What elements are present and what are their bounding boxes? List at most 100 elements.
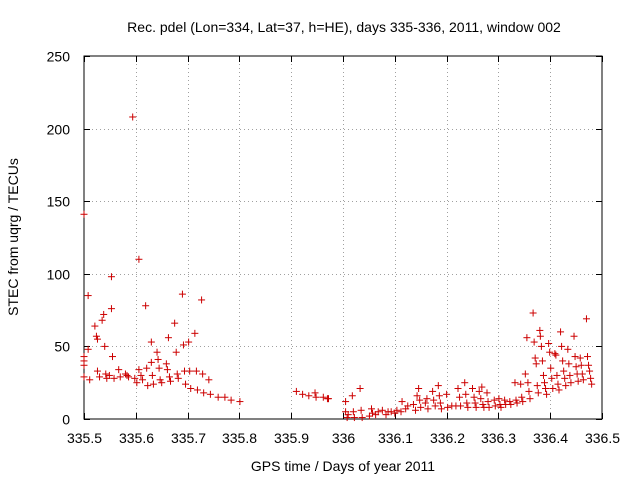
chart-title: Rec. pdel (Lon=334, Lat=37, h=HE), days … [127,19,561,35]
x-tick-label: 335.8 [222,430,257,446]
x-tick-label: 336.1 [378,430,413,446]
data-point [534,389,542,397]
data-point [102,370,110,378]
data-point [565,360,573,368]
data-point [172,348,180,356]
data-point [529,309,537,317]
data-point [519,398,527,406]
data-point [423,395,431,403]
data-point [107,273,115,281]
x-tick-label: 335.6 [119,430,154,446]
data-point [171,319,179,327]
data-point [429,387,437,395]
data-point [416,396,424,404]
data-point [444,403,452,411]
data-point [131,374,139,382]
x-tick-label: 336.4 [533,430,568,446]
data-point [182,380,190,388]
data-point [551,350,559,358]
data-point [415,385,423,393]
data-point [299,390,307,398]
data-point [470,393,478,401]
data-point [80,210,88,218]
data-point [512,396,520,404]
data-point [374,408,382,416]
data-point [511,379,519,387]
data-point [553,371,561,379]
data-point [135,255,143,263]
data-point [133,379,141,387]
data-point [484,398,492,406]
data-point [153,348,161,356]
data-point [178,290,186,298]
data-point [572,363,580,371]
data-point [552,351,560,359]
data-point [475,387,483,395]
data-point [397,408,405,416]
data-point [344,411,352,419]
data-point [546,348,554,356]
y-tick-label: 100 [47,267,71,283]
data-point [435,392,443,400]
data-point [292,387,300,395]
y-tick-label: 0 [62,412,70,428]
data-point [521,370,529,378]
x-tick-label: 336.3 [481,430,516,446]
data-point [148,371,156,379]
data-point [164,334,172,342]
data-point [497,403,505,411]
data-point [490,396,498,404]
data-point [542,385,550,393]
data-point [513,399,521,407]
data-point [93,367,101,375]
data-point [525,387,533,395]
data-point [398,398,406,406]
data-point [100,310,108,318]
data-point [349,408,357,416]
data-point [80,361,88,369]
data-point [585,361,593,369]
data-point [356,385,364,393]
data-point [457,402,465,410]
data-point [537,342,545,350]
data-point [576,354,584,362]
data-point [471,399,479,407]
data-point [191,329,199,337]
data-point [582,315,590,323]
data-point [424,405,432,413]
x-tick-label: 336.2 [430,430,465,446]
data-point [557,328,565,336]
x-tick-label: 335.9 [274,430,309,446]
data-point [92,332,100,340]
data-point [199,370,207,378]
data-point [324,395,332,403]
data-point [96,373,104,381]
data-point [586,367,594,375]
data-point [129,113,137,121]
data-point [409,400,417,408]
data-point [342,398,350,406]
data-point [559,357,567,365]
data-point [583,353,591,361]
data-point [186,367,194,375]
data-point [464,403,472,411]
data-point [506,398,514,406]
data-point [501,396,509,404]
data-point [214,393,222,401]
data-point [533,382,541,390]
data-point [192,367,200,375]
data-point [483,389,491,397]
y-axis-label: STEC from uqrg / TECUs [5,158,21,316]
data-point [574,377,582,385]
data-point [174,374,182,382]
data-point [393,406,401,414]
data-point [577,361,585,369]
data-point [495,395,503,403]
data-point [461,379,469,387]
data-point [554,380,562,388]
data-point [367,405,375,413]
data-point [588,380,596,388]
data-point [185,338,193,346]
data-point [524,379,532,387]
data-point [477,395,485,403]
